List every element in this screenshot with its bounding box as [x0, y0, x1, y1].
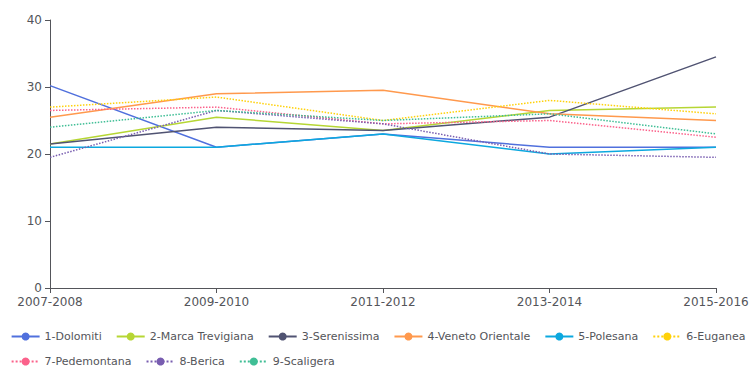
svg-text:8-Berica: 8-Berica [180, 355, 225, 368]
svg-text:2013-2014: 2013-2014 [517, 295, 582, 309]
svg-text:2-Marca Trevigiana: 2-Marca Trevigiana [150, 330, 254, 343]
svg-text:2009-2010: 2009-2010 [184, 295, 249, 309]
svg-text:2015-2016: 2015-2016 [683, 295, 748, 309]
svg-text:10: 10 [27, 214, 42, 228]
svg-text:4-Veneto Orientale: 4-Veneto Orientale [427, 330, 530, 343]
svg-text:0: 0 [34, 281, 42, 295]
svg-text:7-Pedemontana: 7-Pedemontana [45, 355, 132, 368]
svg-text:30: 30 [27, 80, 42, 94]
svg-text:2007-2008: 2007-2008 [17, 295, 82, 309]
svg-text:2011-2012: 2011-2012 [350, 295, 415, 309]
svg-text:40: 40 [27, 13, 42, 27]
svg-text:1-Dolomiti: 1-Dolomiti [45, 330, 102, 343]
svg-text:20: 20 [27, 147, 42, 161]
svg-text:5-Polesana: 5-Polesana [578, 330, 638, 343]
svg-text:9-Scaligera: 9-Scaligera [273, 355, 335, 368]
svg-text:6-Euganea: 6-Euganea [686, 330, 745, 343]
svg-text:3-Serenissima: 3-Serenissima [302, 330, 380, 343]
